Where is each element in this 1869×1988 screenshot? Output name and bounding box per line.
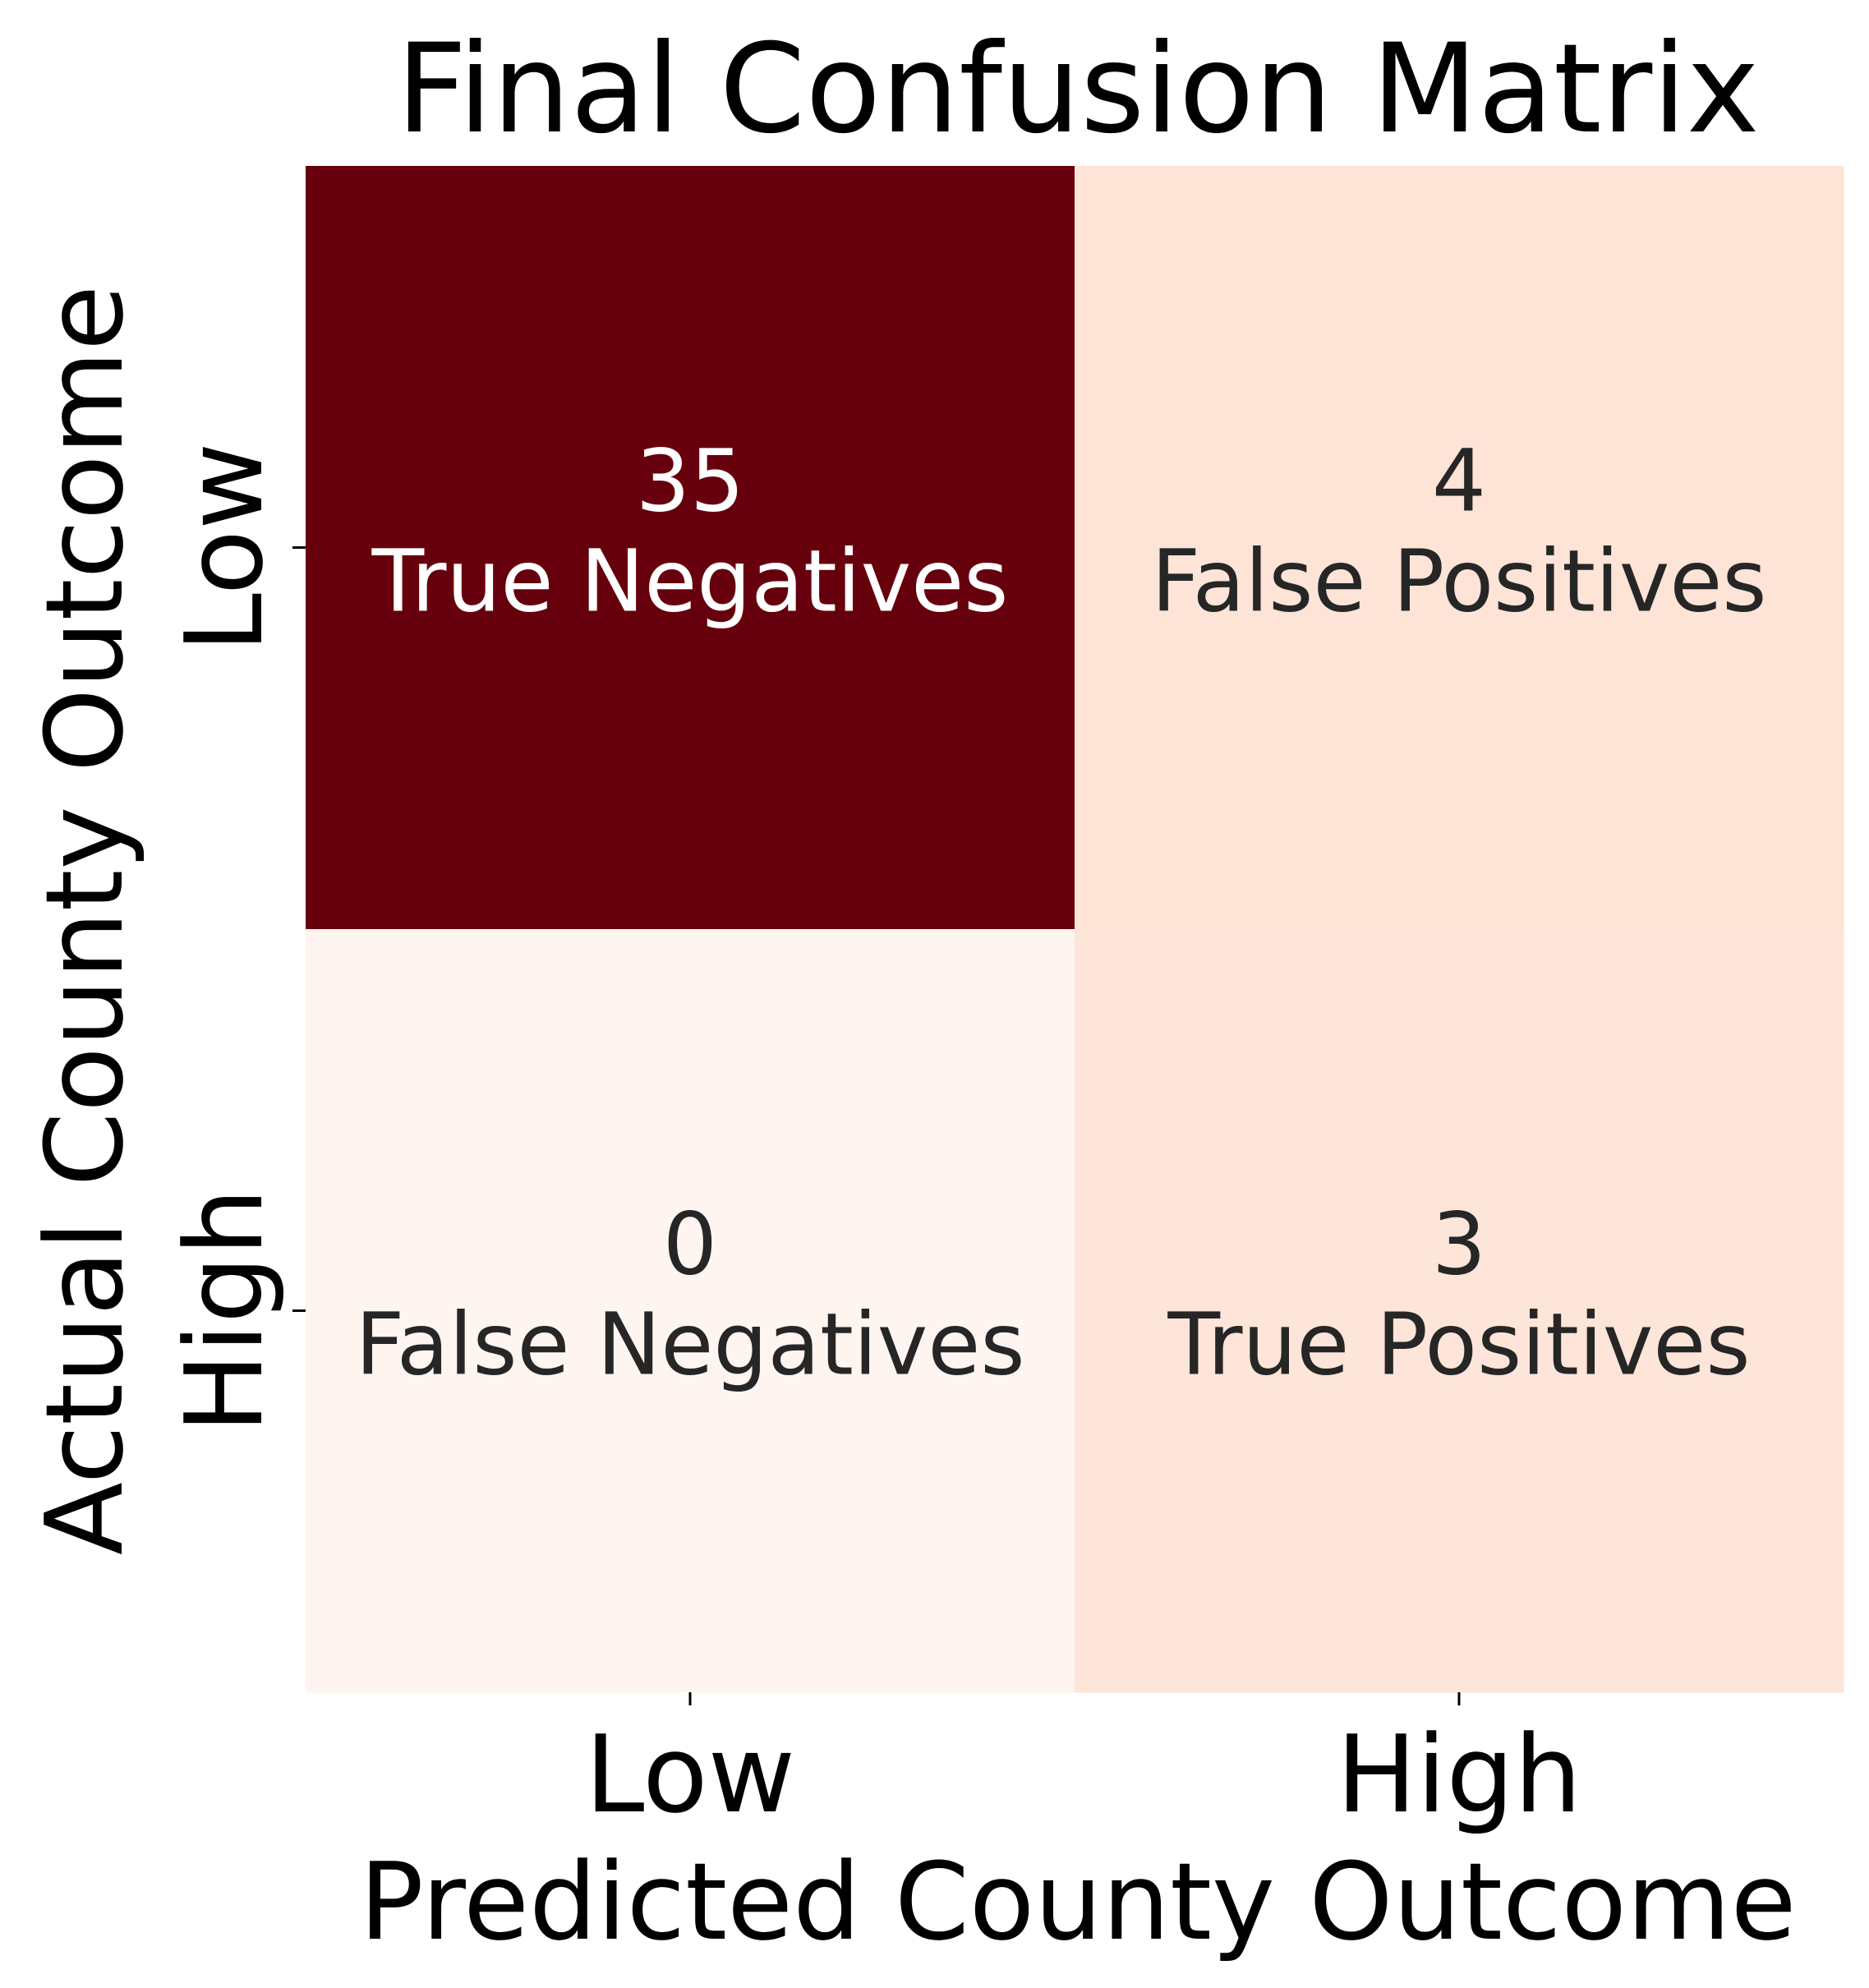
x-tick-label-high: High (1337, 1712, 1582, 1837)
heatmap-cell-false-negatives (306, 929, 1075, 1693)
heatmap-cell-true-negatives (306, 166, 1075, 930)
cell-label-true-negatives: True Negatives (371, 532, 1009, 632)
cell-value-true-negatives: 35 (636, 431, 744, 532)
cell-value-true-positives: 3 (1432, 1194, 1486, 1295)
y-tick-label-low: Low (162, 442, 287, 652)
chart-title: Final Confusion Matrix (396, 18, 1759, 161)
heatmap-cell-true-positives (1075, 929, 1844, 1693)
cell-value-false-negatives: 0 (663, 1194, 717, 1295)
y-tick-label-high: High (162, 1188, 287, 1433)
y-axis-label: Actual County Outcome (22, 285, 147, 1555)
cell-label-false-positives: False Positives (1151, 532, 1766, 632)
x-axis-label: Predicted County Outcome (359, 1839, 1796, 1964)
cell-label-false-negatives: False Negatives (355, 1295, 1024, 1395)
axis-ticks: Low High Low High (162, 442, 1581, 1837)
cell-label-true-positives: True Positives (1167, 1295, 1750, 1395)
x-tick-label-low: Low (585, 1712, 795, 1837)
heatmap-cell-false-positives (1075, 166, 1844, 930)
cell-value-false-positives: 4 (1432, 431, 1486, 532)
